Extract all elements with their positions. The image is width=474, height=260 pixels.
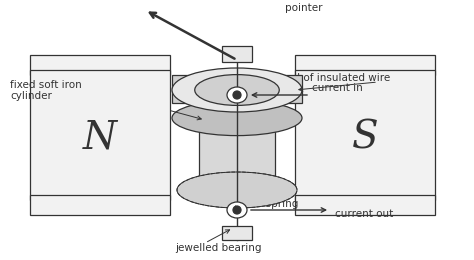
Ellipse shape [172, 68, 302, 112]
Ellipse shape [233, 206, 241, 214]
Bar [172, 75, 302, 103]
Ellipse shape [172, 100, 302, 136]
Bar [295, 55, 435, 75]
Text: fixed soft iron: fixed soft iron [10, 80, 82, 90]
Ellipse shape [227, 87, 247, 103]
Text: S: S [352, 120, 378, 157]
Text: hair spring: hair spring [242, 199, 298, 209]
Bar [30, 55, 170, 75]
Ellipse shape [195, 75, 279, 105]
Bar [295, 195, 435, 215]
Ellipse shape [199, 86, 275, 114]
Text: pointer: pointer [285, 3, 322, 13]
Ellipse shape [233, 91, 241, 99]
Bar [30, 195, 170, 215]
Ellipse shape [227, 202, 247, 218]
Text: coil of insulated wire: coil of insulated wire [282, 73, 390, 83]
Bar [199, 100, 275, 185]
Bar [222, 46, 252, 62]
Text: jewelled bearing: jewelled bearing [175, 243, 262, 253]
Bar [295, 70, 435, 200]
Ellipse shape [177, 172, 297, 208]
Text: cylinder: cylinder [10, 91, 52, 101]
Text: N: N [83, 120, 117, 157]
Text: current in: current in [312, 83, 363, 93]
Bar [222, 226, 252, 240]
Ellipse shape [199, 173, 275, 197]
Bar [30, 70, 170, 200]
Text: current out: current out [335, 209, 393, 219]
